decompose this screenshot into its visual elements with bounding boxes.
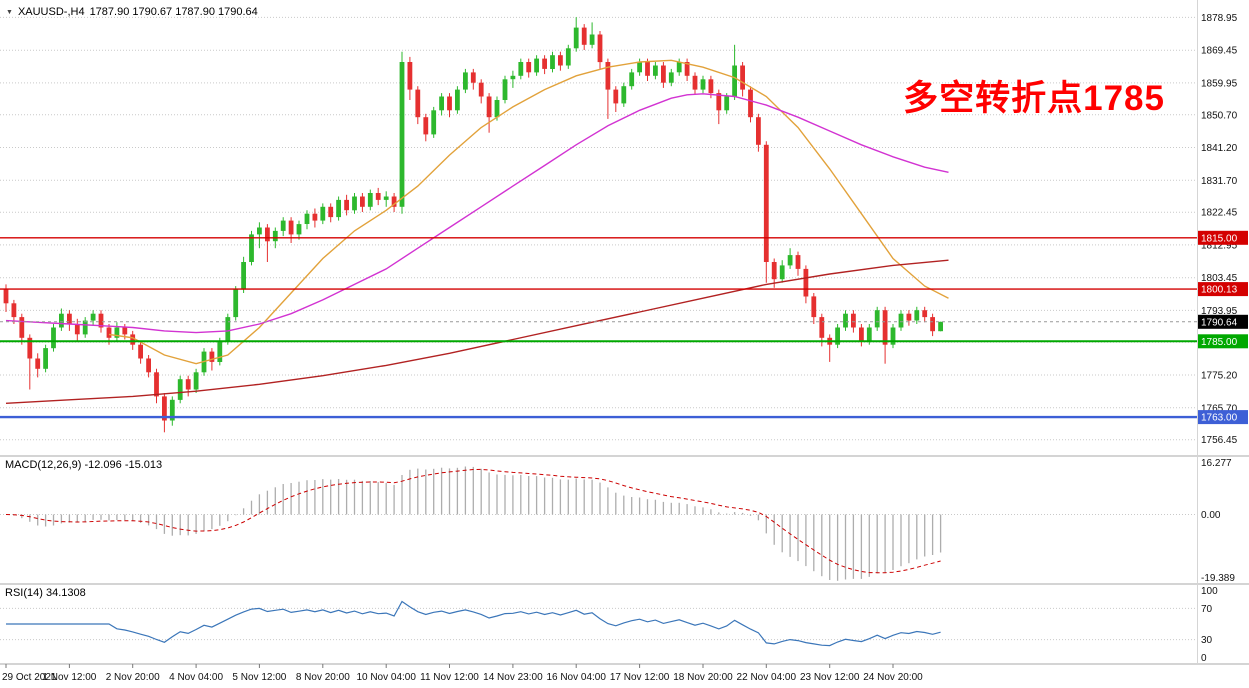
ma-slow-darkred <box>5 259 949 404</box>
time-axis-label: 22 Nov 04:00 <box>737 672 797 683</box>
svg-text:30: 30 <box>1201 635 1213 646</box>
price-axis-labels: 1878.95 1869.45 1859.95 1850.70 1841.20 1831.… <box>1201 13 1238 446</box>
time-axis-label: 5 Nov 12:00 <box>232 672 286 683</box>
svg-text:1831.70: 1831.70 <box>1201 176 1238 187</box>
time-axis-label: 1 Nov 12:00 <box>42 672 96 683</box>
svg-text:1763.00: 1763.00 <box>1201 413 1238 424</box>
ma-mid-magenta <box>5 93 949 334</box>
chart-symbol-label: XAUUSD-,H4 <box>17 6 85 18</box>
chart-ohlc-values: 1787.90 1790.67 1787.90 1790.64 <box>89 6 258 18</box>
svg-text:0: 0 <box>1201 653 1207 664</box>
svg-text:1841.20: 1841.20 <box>1201 143 1238 154</box>
rsi-indicator-label: RSI(14) 34.1308 <box>5 587 86 599</box>
svg-text:1803.45: 1803.45 <box>1201 273 1238 284</box>
time-axis-label: 24 Nov 20:00 <box>863 672 923 683</box>
time-axis-label: 2 Nov 20:00 <box>106 672 160 683</box>
svg-text:1785.00: 1785.00 <box>1201 337 1238 348</box>
dropdown-triangle-icon[interactable]: ▼ <box>6 8 13 16</box>
pane-separators <box>0 0 1249 665</box>
svg-text:1775.20: 1775.20 <box>1201 371 1238 382</box>
svg-text:0.00: 0.00 <box>1201 510 1221 521</box>
svg-text:1790.64: 1790.64 <box>1201 317 1238 328</box>
time-axis-label: 8 Nov 20:00 <box>296 672 350 683</box>
svg-text:16.277: 16.277 <box>1201 458 1232 469</box>
rsi-pane: 100 70 30 0 <box>0 586 1218 664</box>
horizontal-lines[interactable] <box>0 237 1197 419</box>
time-axis-label: 10 Nov 04:00 <box>356 672 416 683</box>
time-axis-label: 18 Nov 20:00 <box>673 672 733 683</box>
svg-text:1765.70: 1765.70 <box>1201 403 1238 414</box>
macd-pane: 16.277 0.00 -19.389 <box>0 458 1235 584</box>
svg-text:70: 70 <box>1201 604 1213 615</box>
candlesticks <box>3 17 943 433</box>
time-axis-label: 16 Nov 04:00 <box>546 672 606 683</box>
svg-text:1822.45: 1822.45 <box>1201 208 1238 219</box>
svg-text:1859.95: 1859.95 <box>1201 78 1238 89</box>
time-axis-label: 4 Nov 04:00 <box>169 672 223 683</box>
svg-text:1812.95: 1812.95 <box>1201 240 1238 251</box>
annotation-text: 多空转折点1785 <box>903 79 1165 118</box>
price-tags: 1815.00 1800.13 1785.00 1763.00 1790.64 <box>1198 230 1248 425</box>
time-axis-label: 29 Oct 2021 <box>2 672 57 683</box>
svg-text:1800.13: 1800.13 <box>1201 285 1238 296</box>
svg-text:-19.389: -19.389 <box>1201 573 1235 584</box>
macd-signal-line <box>5 468 941 574</box>
svg-text:1850.70: 1850.70 <box>1201 110 1238 121</box>
time-axis-label: 14 Nov 23:00 <box>483 672 543 683</box>
svg-text:1793.95: 1793.95 <box>1201 306 1238 317</box>
time-axis-label: 11 Nov 12:00 <box>420 672 479 683</box>
svg-text:1869.45: 1869.45 <box>1201 46 1238 57</box>
macd-indicator-label: MACD(12,26,9) -12.096 -15.013 <box>5 459 163 471</box>
rsi-line <box>6 600 941 647</box>
svg-text:1815.00: 1815.00 <box>1201 233 1238 244</box>
chart-title: ▼ XAUUSD-,H4 1787.90 1790.67 1787.90 179… <box>6 6 258 18</box>
time-axis-label: 17 Nov 12:00 <box>610 672 670 683</box>
time-axis-label: 23 Nov 12:00 <box>800 672 860 683</box>
svg-text:1878.95: 1878.95 <box>1201 13 1238 24</box>
svg-text:1756.45: 1756.45 <box>1201 435 1238 446</box>
svg-text:100: 100 <box>1201 586 1218 597</box>
moving-averages <box>5 59 949 404</box>
